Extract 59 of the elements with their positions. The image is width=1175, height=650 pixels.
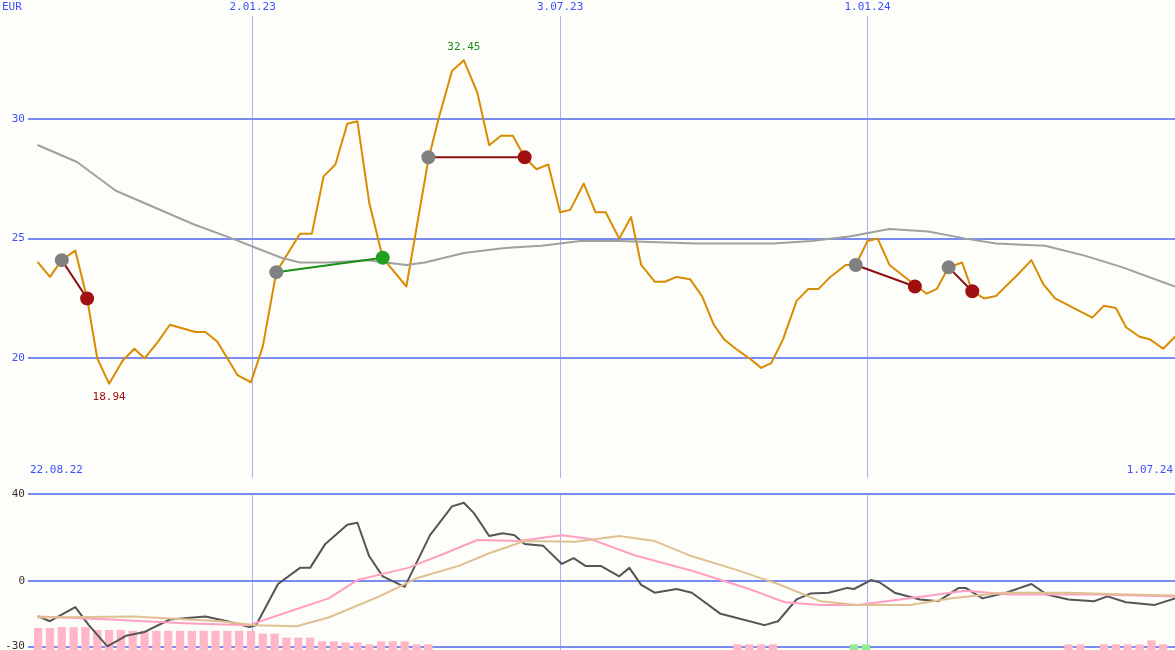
bar	[388, 641, 398, 650]
bar	[424, 644, 433, 650]
y-tick-label: 25	[11, 231, 25, 245]
bar	[733, 644, 742, 650]
annotation: 1.07.24	[1126, 463, 1174, 477]
bar	[400, 641, 409, 650]
bar	[45, 627, 55, 650]
bar	[1147, 640, 1156, 650]
bar	[152, 630, 161, 650]
bar	[246, 630, 256, 650]
bar	[81, 627, 90, 650]
bar	[223, 630, 232, 650]
x-tick-label: 2.01.23	[229, 0, 276, 14]
bar	[199, 630, 208, 650]
bar	[258, 633, 267, 650]
bar	[376, 641, 386, 650]
bar	[211, 630, 220, 650]
bar	[1135, 644, 1144, 650]
bar	[861, 644, 871, 650]
bar	[1076, 644, 1085, 650]
y-tick-label: 0	[18, 574, 25, 588]
bar	[282, 637, 291, 650]
bar	[329, 641, 338, 650]
annotation: 32.45	[447, 39, 481, 53]
bar	[57, 627, 66, 650]
bar	[34, 627, 43, 650]
bar	[341, 642, 350, 650]
bar	[745, 644, 754, 650]
bar	[294, 637, 303, 650]
bar	[1111, 644, 1121, 650]
bar	[175, 630, 185, 650]
bar	[305, 637, 315, 650]
bar	[69, 627, 78, 650]
bar	[849, 644, 859, 650]
bar	[187, 630, 196, 650]
x-tick-label: 1.01.24	[844, 0, 892, 14]
bar	[270, 633, 279, 650]
annotation: 18.94	[92, 390, 127, 404]
y-tick-label: 20	[11, 351, 25, 365]
bar	[412, 644, 421, 650]
y-tick-label: -30	[5, 639, 25, 650]
bar	[757, 644, 766, 650]
bar	[235, 630, 244, 650]
bar	[353, 642, 362, 650]
bar	[1159, 644, 1168, 650]
y-tick-label: 30	[11, 111, 25, 125]
x-tick-label: 3.07.23	[536, 0, 584, 14]
bar	[768, 644, 778, 650]
bar	[1123, 644, 1132, 650]
bar	[1064, 644, 1073, 650]
bar	[317, 641, 327, 650]
bar	[164, 630, 173, 650]
y-axis-title: EUR	[2, 0, 23, 14]
bar	[1099, 644, 1109, 650]
bar	[140, 630, 149, 650]
y-tick-label: 40	[11, 486, 25, 500]
point	[375, 250, 390, 265]
annotation: 22.08.22	[30, 463, 83, 477]
bar	[365, 644, 374, 650]
